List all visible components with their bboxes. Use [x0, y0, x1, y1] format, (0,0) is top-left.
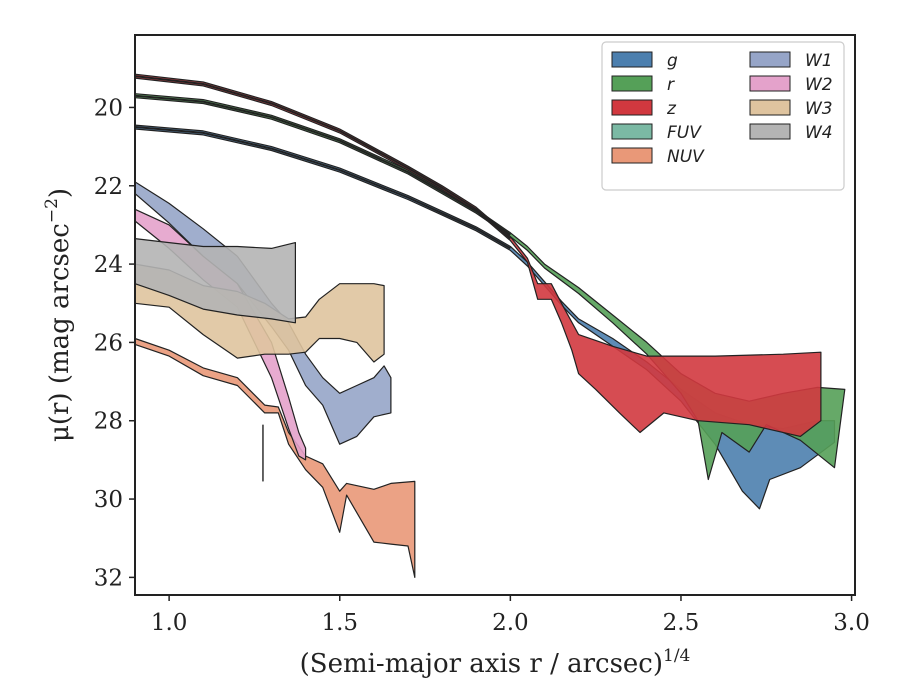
legend-swatch-w4 [749, 123, 791, 140]
legend-label-w4: W4 [805, 123, 833, 143]
y-axis-label-superscript: −2 [42, 198, 62, 223]
legend-label-g: g [667, 51, 678, 71]
legend-swatch-nuv [611, 147, 653, 164]
y-axis-label-text: μ(r) (mag arcsec [45, 223, 75, 442]
centerline-r [134, 94, 511, 236]
profile-bands [134, 73, 846, 578]
legend-swatch-r [611, 75, 653, 92]
legend-swatch-fuv [611, 123, 653, 140]
x-tick-label: 1.0 [151, 610, 188, 636]
centerline-g [134, 126, 511, 250]
legend-swatch-z [611, 99, 653, 116]
x-axis-label-superscript: 1/4 [663, 646, 690, 666]
y-axis-label: μ(r) (mag arcsec−2) [42, 188, 75, 442]
legend-label-nuv: NUV [667, 147, 705, 167]
band-nuv [134, 337, 416, 578]
x-tick-label: 3.0 [833, 610, 870, 636]
plot-frame [134, 34, 856, 596]
y-tick-label: 22 [94, 174, 123, 200]
legend-label-w3: W3 [805, 99, 833, 119]
y-tick-label: 28 [94, 409, 123, 435]
y-axis-ticks: 20 22 24 26 28 30 32 [94, 95, 135, 591]
legend-swatch-w1 [749, 51, 791, 68]
legend-label-r: r [667, 75, 675, 95]
y-axis-label-close: ) [45, 188, 75, 198]
x-tick-label: 2.0 [492, 610, 529, 636]
x-axis-label: (Semi-major axis r / arcsec)1/4 [300, 646, 691, 679]
x-axis-label-text: (Semi-major axis r / arcsec) [300, 649, 663, 679]
y-tick-label: 20 [94, 95, 123, 121]
legend-swatch-g [611, 51, 653, 68]
band-r [134, 93, 846, 481]
band-w4 [134, 238, 296, 324]
x-axis-ticks: 1.0 1.5 2.0 2.5 3.0 [151, 595, 870, 636]
legend-label-z: z [666, 99, 677, 119]
legend-label-w2: W2 [805, 75, 833, 95]
legend-swatch-w2 [749, 75, 791, 92]
x-tick-label: 1.5 [321, 610, 358, 636]
legend-label-fuv: FUV [667, 123, 702, 143]
y-tick-label: 32 [94, 565, 123, 591]
x-tick-label: 2.5 [663, 610, 700, 636]
y-tick-label: 24 [94, 252, 123, 278]
profile-centerlines [134, 75, 512, 250]
y-tick-label: 26 [94, 330, 123, 356]
legend-label-w1: W1 [805, 51, 833, 71]
legend: grz FUV NUV W1 W2 W3 W4 [601, 41, 845, 191]
band-g [134, 124, 836, 510]
y-tick-label: 30 [94, 487, 123, 513]
centerline-z [134, 75, 512, 240]
legend-swatch-w3 [749, 99, 791, 116]
